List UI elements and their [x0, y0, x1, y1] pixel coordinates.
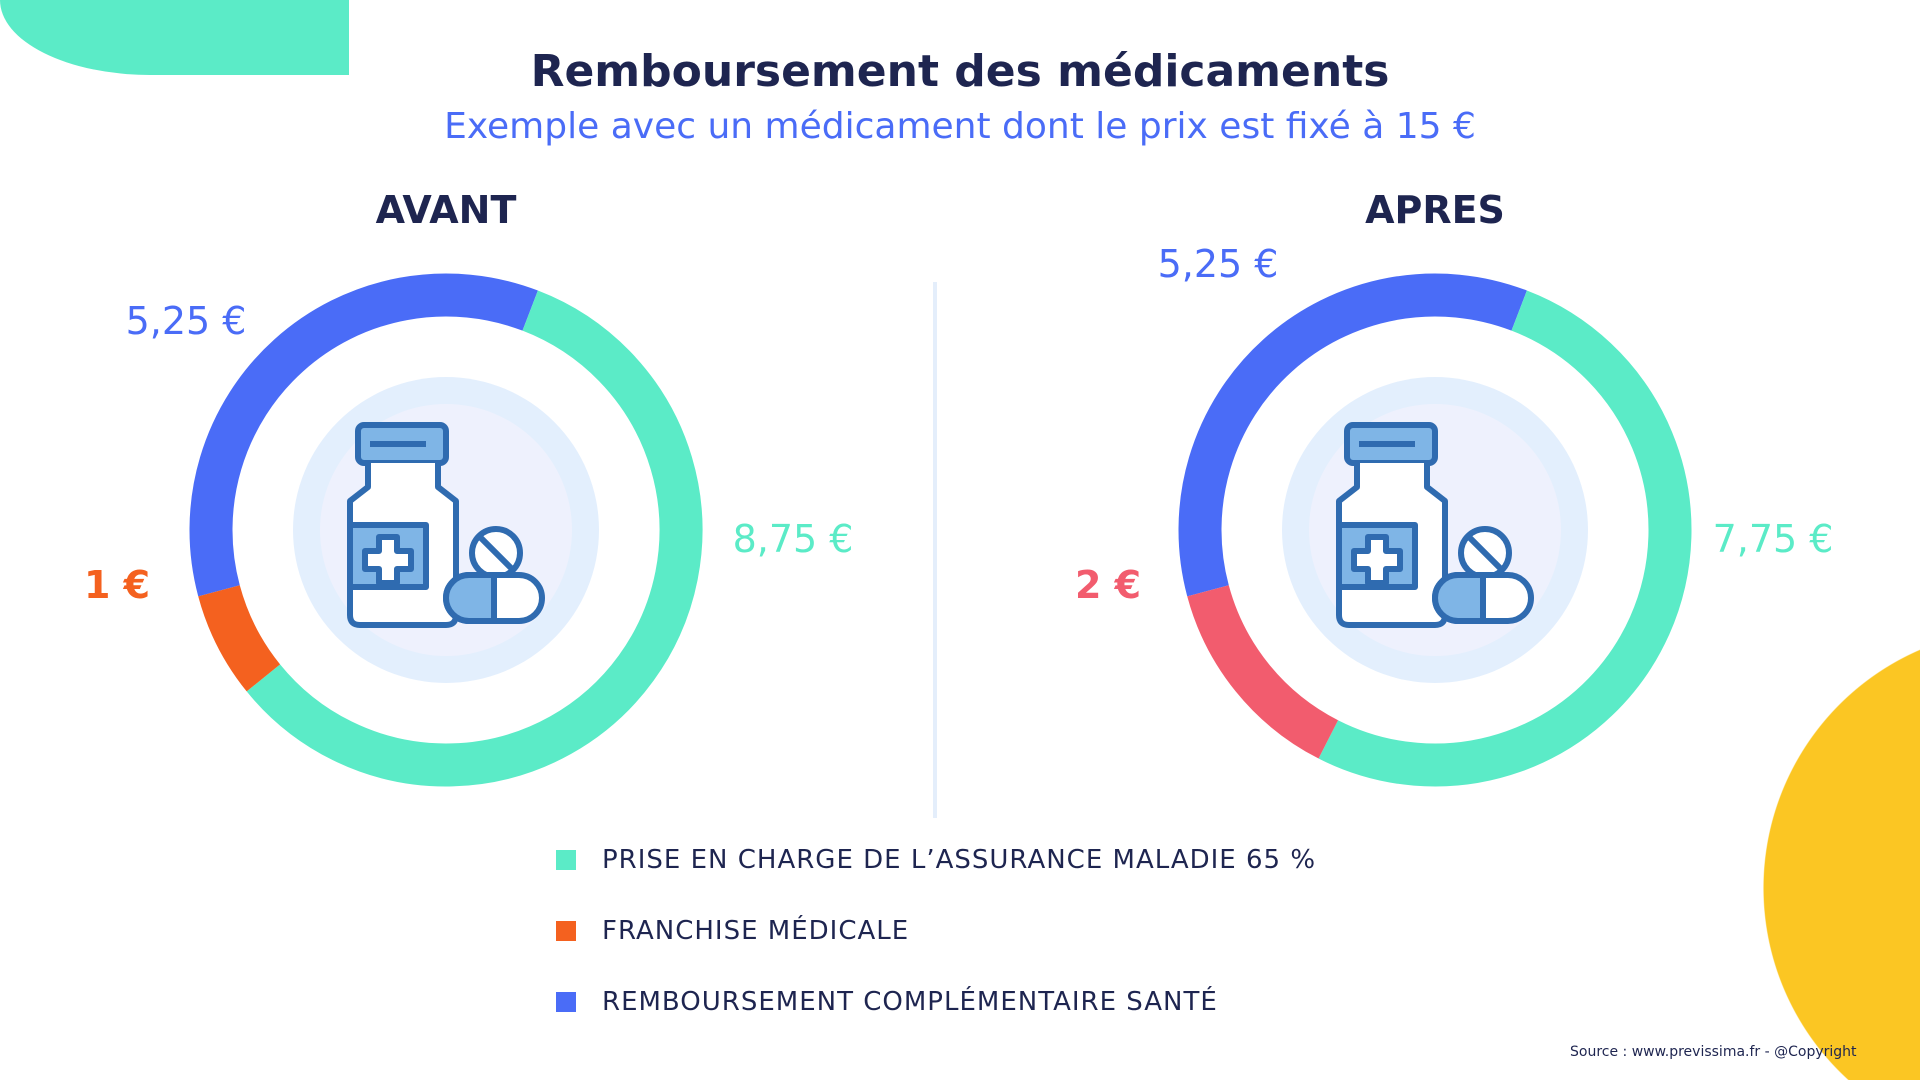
apres-label-franchise: 2 € — [1074, 563, 1142, 607]
avant-label-franchise: 1 € — [83, 563, 151, 607]
apres-heading: APRES — [1365, 188, 1505, 232]
donut-slice — [1318, 290, 1692, 787]
avant-label-complementaire: 5,25 € — [125, 299, 247, 343]
legend-item-complementaire: REMBOURSEMENT COMPLÉMENTAIRE SANTÉ — [556, 987, 1218, 1017]
legend-swatch — [556, 850, 576, 870]
legend-item-assurance: PRISE EN CHARGE DE L’ASSURANCE MALADIE 6… — [556, 845, 1316, 875]
decor-yellow-circle — [1763, 628, 1920, 1080]
page-subtitle: Exemple avec un médicament dont le prix … — [444, 106, 1476, 147]
medicine-icon — [347, 422, 545, 628]
medicine-icon — [1336, 422, 1534, 628]
avant-heading: AVANT — [375, 188, 517, 232]
divider — [933, 282, 937, 818]
legend-label: FRANCHISE MÉDICALE — [602, 916, 910, 946]
donut-slice — [1187, 584, 1339, 759]
donut-slice — [1178, 273, 1527, 597]
donut-slice — [246, 290, 703, 787]
donut-slice — [198, 584, 281, 692]
source-text: Source : www.previssima.fr - @Copyright — [1570, 1044, 1857, 1060]
legend-label: REMBOURSEMENT COMPLÉMENTAIRE SANTÉ — [602, 987, 1218, 1017]
donut-slice — [189, 273, 538, 597]
apres-label-assurance: 7,75 € — [1712, 517, 1834, 561]
legend-swatch — [556, 992, 576, 1012]
legend-swatch — [556, 921, 576, 941]
page-title: Remboursement des médicaments — [530, 46, 1390, 97]
legend-label: PRISE EN CHARGE DE L’ASSURANCE MALADIE 6… — [602, 845, 1317, 875]
avant-label-assurance: 8,75 € — [732, 517, 854, 561]
apres-label-complementaire: 5,25 € — [1157, 242, 1279, 286]
legend-item-franchise: FRANCHISE MÉDICALE — [556, 916, 909, 946]
